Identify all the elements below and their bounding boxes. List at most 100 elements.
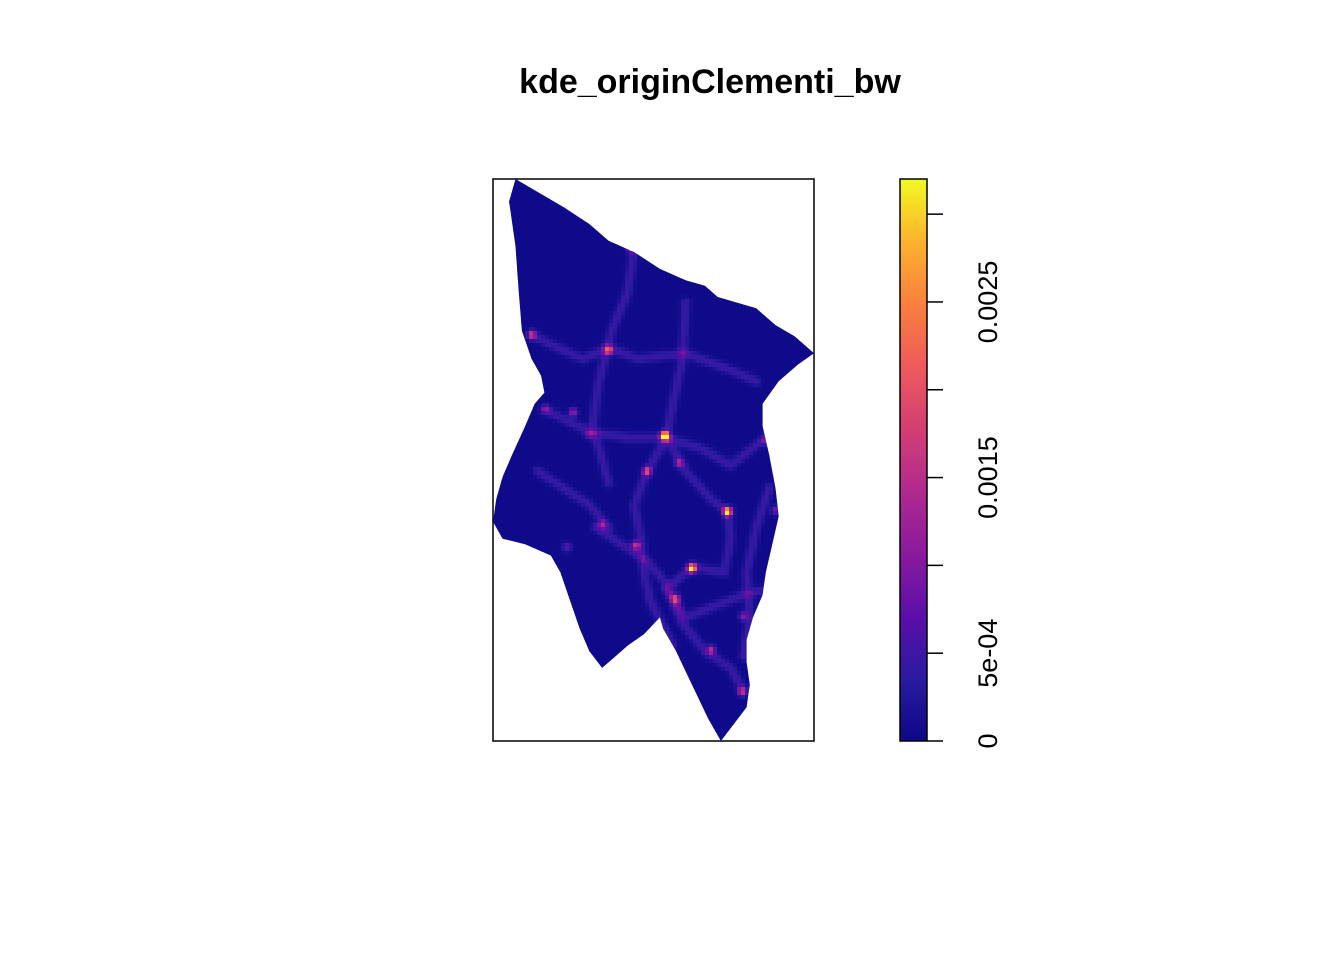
density-cell [693, 239, 698, 244]
density-cell [641, 411, 646, 416]
density-cell [773, 303, 778, 308]
density-cell [625, 375, 630, 380]
density-cell [705, 271, 710, 276]
density-cell [733, 211, 738, 216]
density-cell [805, 367, 810, 372]
density-cell [641, 247, 646, 252]
density-cell [701, 367, 706, 372]
density-cell [753, 207, 758, 212]
density-cell [773, 291, 778, 296]
density-cell [725, 227, 730, 232]
density-cell [685, 327, 690, 332]
density-cell [773, 235, 778, 240]
density-cell [669, 299, 674, 304]
density-cell [789, 199, 794, 204]
density-cell [545, 295, 550, 300]
density-cell [641, 363, 646, 368]
density-cell [641, 251, 646, 256]
density-cell [505, 227, 510, 232]
density-cell [597, 367, 602, 372]
density-cell [661, 247, 666, 252]
density-cell [645, 275, 650, 280]
density-cell [529, 183, 534, 188]
density-cell [653, 267, 658, 272]
density-cell [593, 383, 598, 388]
density-cell [505, 415, 510, 420]
density-cell [537, 307, 542, 312]
density-cell [757, 307, 762, 312]
density-cell [537, 191, 542, 196]
density-cell [629, 331, 634, 336]
density-cell [669, 371, 674, 376]
density-cell [745, 203, 750, 208]
density-cell [609, 195, 614, 200]
density-cell [509, 287, 514, 292]
density-cell [613, 307, 618, 312]
density-cell [765, 223, 770, 228]
density-cell [757, 231, 762, 236]
density-cell [553, 399, 558, 404]
density-cell [537, 219, 542, 224]
density-cell [761, 375, 766, 380]
density-cell [641, 231, 646, 236]
density-cell [721, 359, 726, 364]
density-cell [741, 311, 746, 316]
density-cell [545, 231, 550, 236]
density-cell [805, 415, 810, 420]
density-cell [649, 195, 654, 200]
density-cell [513, 395, 518, 400]
density-cell [749, 375, 754, 380]
density-cell [565, 403, 570, 408]
density-cell [561, 223, 566, 228]
density-cell [785, 263, 790, 268]
density-cell [625, 403, 630, 408]
density-cell [697, 279, 702, 284]
density-cell [709, 351, 714, 356]
density-cell [517, 315, 522, 320]
density-cell [729, 251, 734, 256]
density-cell [561, 403, 566, 408]
density-cell [609, 275, 614, 280]
density-cell [689, 383, 694, 388]
density-cell [693, 363, 698, 368]
density-cell [581, 299, 586, 304]
density-cell [525, 371, 530, 376]
density-cell [697, 219, 702, 224]
density-cell [725, 375, 730, 380]
density-cell [705, 299, 710, 304]
density-cell [693, 195, 698, 200]
density-cell [653, 363, 658, 368]
density-cell [505, 187, 510, 192]
density-cell [653, 391, 658, 396]
density-cell [573, 327, 578, 332]
density-cell [749, 331, 754, 336]
density-cell [601, 303, 606, 308]
density-cell [521, 207, 526, 212]
density-cell [505, 239, 510, 244]
density-cell [801, 335, 806, 340]
density-cell [677, 359, 682, 364]
density-cell [517, 211, 522, 216]
density-cell [793, 247, 798, 252]
density-cell [589, 199, 594, 204]
density-cell [541, 291, 546, 296]
density-cell [757, 383, 762, 388]
density-cell [733, 367, 738, 372]
density-cell [809, 235, 814, 240]
density-cell [589, 311, 594, 316]
density-cell [525, 343, 530, 348]
density-cell [585, 267, 590, 272]
density-cell [629, 299, 634, 304]
density-cell [617, 355, 622, 360]
density-cell [669, 199, 674, 204]
density-cell [593, 243, 598, 248]
density-cell [773, 315, 778, 320]
density-cell [545, 335, 550, 340]
density-cell [529, 403, 534, 408]
density-cell [609, 315, 614, 320]
density-cell [757, 375, 762, 380]
density-cell [657, 343, 662, 348]
density-cell [573, 243, 578, 248]
density-cell [529, 211, 534, 216]
density-cell [553, 227, 558, 232]
